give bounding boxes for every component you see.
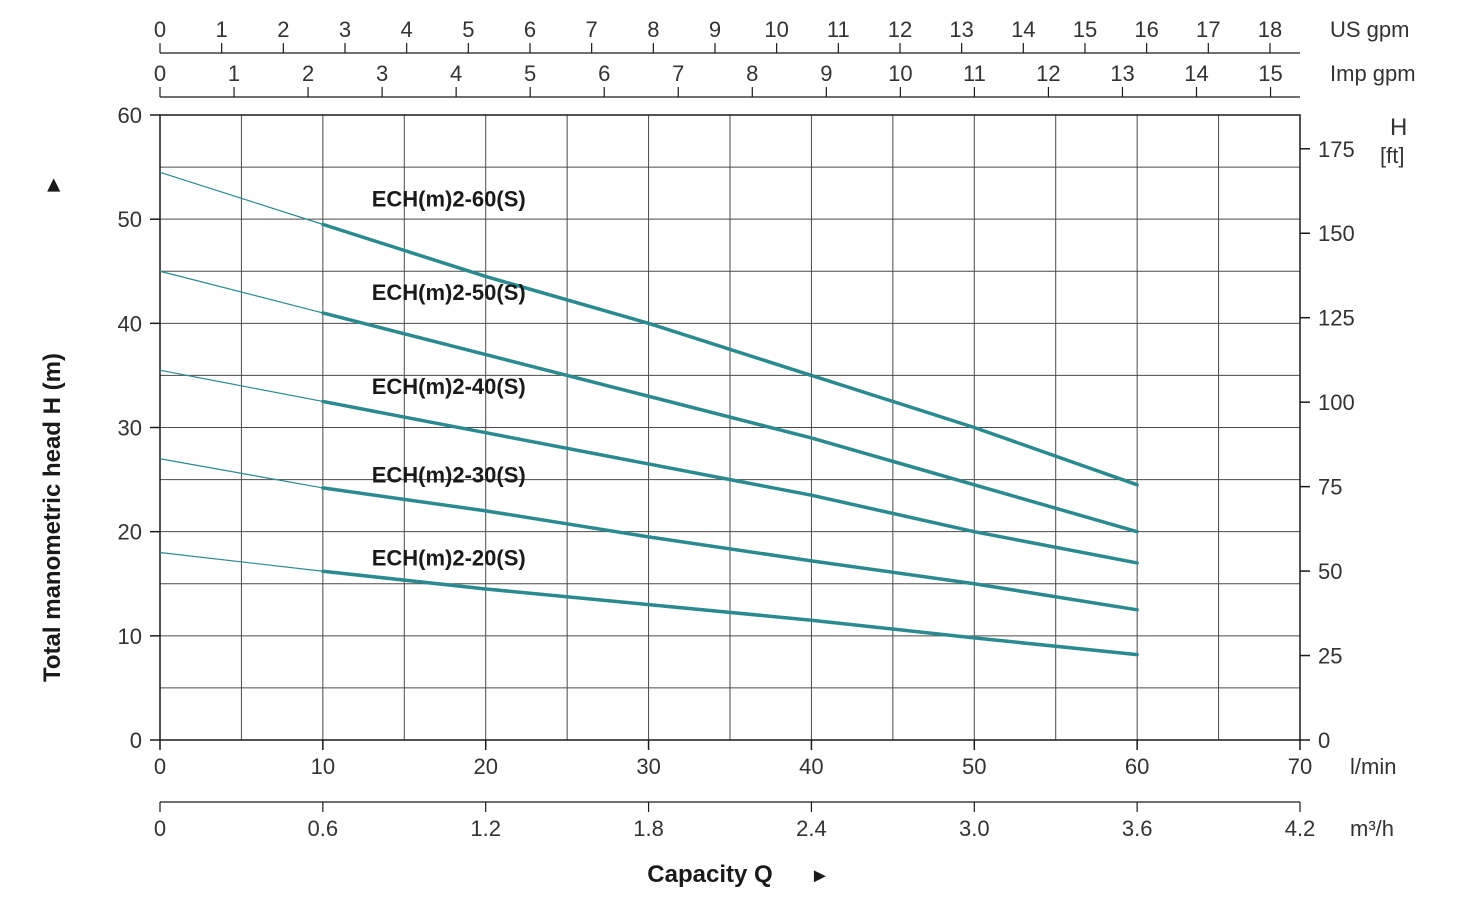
- x-impgpm-tick: 15: [1258, 61, 1282, 86]
- x-impgpm-tick: 3: [376, 61, 388, 86]
- x-lmin-tick: 50: [962, 754, 986, 779]
- y-left-tick: 60: [118, 103, 142, 128]
- x-impgpm-tick: 8: [746, 61, 758, 86]
- series-label: ECH(m)2-40(S): [372, 374, 526, 399]
- y-right-tick: 100: [1318, 390, 1355, 415]
- y-left-tick: 30: [118, 416, 142, 441]
- y-right-tick: 150: [1318, 221, 1355, 246]
- x-lmin-tick: 70: [1288, 754, 1312, 779]
- y-axis-title: Total manometric head H (m): [39, 353, 66, 682]
- y-right-tick: 175: [1318, 137, 1355, 162]
- x-m3h-unit: m³/h: [1350, 816, 1394, 841]
- x-usgpm-tick: 8: [647, 20, 659, 42]
- x-lmin-tick: 40: [799, 754, 823, 779]
- x-usgpm-tick: 4: [401, 20, 413, 42]
- x-impgpm-tick: 10: [888, 61, 912, 86]
- x-lmin-tick: 10: [311, 754, 335, 779]
- x-usgpm-tick: 1: [216, 20, 228, 42]
- x-impgpm-unit: Imp gpm: [1330, 61, 1416, 86]
- x-m3h-tick: 2.4: [796, 816, 827, 841]
- x-lmin-tick: 30: [636, 754, 660, 779]
- x-impgpm-tick: 5: [524, 61, 536, 86]
- series-label: ECH(m)2-60(S): [372, 186, 526, 211]
- x-usgpm-tick: 18: [1258, 20, 1282, 42]
- x-impgpm-tick: 11: [963, 61, 986, 86]
- x-usgpm-unit: US gpm: [1330, 20, 1409, 42]
- x-m3h-tick: 3.6: [1122, 816, 1153, 841]
- y-right-tick: 0: [1318, 728, 1330, 753]
- x-m3h-tick: 0.6: [308, 816, 339, 841]
- x-axis-title: Capacity Q: [647, 861, 772, 888]
- x-impgpm-tick: 2: [302, 61, 314, 86]
- x-usgpm-tick: 10: [764, 20, 788, 42]
- y-right-label-H: H: [1390, 114, 1407, 141]
- x-lmin-unit: l/min: [1350, 754, 1396, 779]
- y-right-unit: [ft]: [1380, 143, 1404, 168]
- x-impgpm-tick: 9: [820, 61, 832, 86]
- x-lmin-tick: 60: [1125, 754, 1149, 779]
- series-label: ECH(m)2-20(S): [372, 546, 526, 571]
- series-label: ECH(m)2-30(S): [372, 462, 526, 487]
- x-usgpm-tick: 5: [462, 20, 474, 42]
- x-lmin-tick: 20: [473, 754, 497, 779]
- x-usgpm-tick: 0: [154, 20, 166, 42]
- x-usgpm-tick: 2: [277, 20, 289, 42]
- x-m3h-tick: 4.2: [1285, 816, 1316, 841]
- x-impgpm-tick: 7: [672, 61, 684, 86]
- x-impgpm-tick: 0: [154, 61, 166, 86]
- x-lmin-tick: 0: [154, 754, 166, 779]
- x-usgpm-tick: 16: [1134, 20, 1158, 42]
- y-left-tick: 20: [118, 520, 142, 545]
- y-axis-arrow-icon: ►: [40, 174, 65, 196]
- y-right-tick: 75: [1318, 475, 1342, 500]
- pump-performance-chart: 01020304050600255075100125150175H[ft]010…: [20, 20, 1467, 891]
- y-left-tick: 0: [130, 728, 142, 753]
- x-impgpm-tick: 14: [1184, 61, 1208, 86]
- x-m3h-tick: 1.8: [633, 816, 664, 841]
- x-axis-arrow-icon: ►: [810, 865, 830, 887]
- y-left-tick: 10: [118, 624, 142, 649]
- y-left-tick: 40: [118, 311, 142, 336]
- x-impgpm-tick: 1: [228, 61, 240, 86]
- x-impgpm-tick: 4: [450, 61, 462, 86]
- x-usgpm-tick: 17: [1196, 20, 1220, 42]
- chart-svg: 01020304050600255075100125150175H[ft]010…: [20, 20, 1467, 891]
- y-right-tick: 25: [1318, 644, 1342, 669]
- x-impgpm-tick: 12: [1036, 61, 1060, 86]
- x-usgpm-tick: 15: [1073, 20, 1097, 42]
- x-usgpm-tick: 13: [949, 20, 973, 42]
- x-m3h-tick: 3.0: [959, 816, 990, 841]
- x-m3h-tick: 1.2: [470, 816, 501, 841]
- y-right-tick: 125: [1318, 306, 1355, 331]
- x-usgpm-tick: 14: [1011, 20, 1035, 42]
- series-label: ECH(m)2-50(S): [372, 280, 526, 305]
- y-left-tick: 50: [118, 207, 142, 232]
- x-usgpm-tick: 7: [586, 20, 598, 42]
- x-usgpm-tick: 6: [524, 20, 536, 42]
- y-right-tick: 50: [1318, 559, 1342, 584]
- x-usgpm-tick: 3: [339, 20, 351, 42]
- x-usgpm-tick: 11: [827, 20, 850, 42]
- x-usgpm-tick: 12: [888, 20, 912, 42]
- x-impgpm-tick: 6: [598, 61, 610, 86]
- x-m3h-tick: 0: [154, 816, 166, 841]
- x-usgpm-tick: 9: [709, 20, 721, 42]
- x-impgpm-tick: 13: [1110, 61, 1134, 86]
